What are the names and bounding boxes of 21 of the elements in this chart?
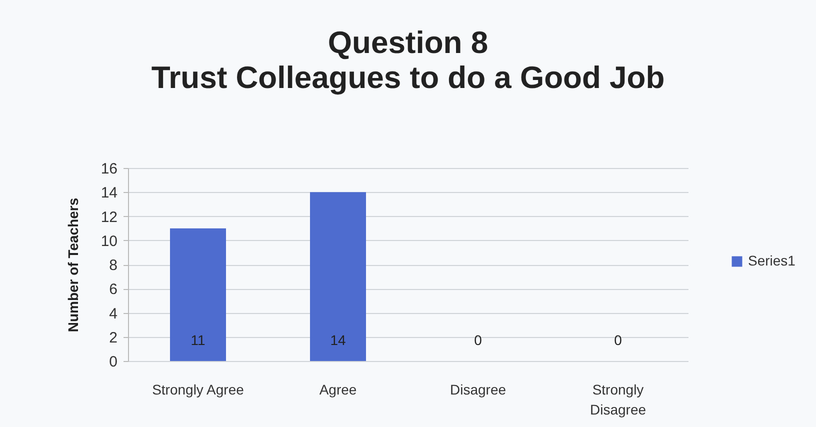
y-axis-title: Number of Teachers (64, 198, 81, 332)
y-tick-label: 2 (109, 329, 118, 346)
y-tick-label: 0 (109, 354, 118, 370)
data-label: 0 (614, 332, 622, 348)
x-tick-label: Strongly Disagree (590, 382, 646, 418)
text: Question 8 (328, 25, 488, 60)
y-tick-label: 14 (100, 184, 118, 202)
y-tick-label: 4 (109, 305, 118, 322)
data-label: 14 (330, 332, 346, 348)
text: Trust Colleagues to do a Good Job (151, 60, 665, 95)
data-label: 11 (190, 332, 206, 348)
y-tick-label: 8 (109, 257, 118, 274)
y-tick-label: 6 (109, 281, 118, 298)
x-tick-label: Disagree (450, 382, 506, 398)
legend-label: Series1 (748, 252, 796, 268)
x-tick-label: Strongly Agree (152, 382, 244, 398)
y-tick-label: 16 (100, 160, 118, 178)
y-tick-label: 12 (100, 208, 118, 226)
x-tick-label: Agree (319, 382, 357, 398)
data-label: 0 (474, 332, 482, 348)
y-tick-label: 10 (100, 232, 118, 250)
